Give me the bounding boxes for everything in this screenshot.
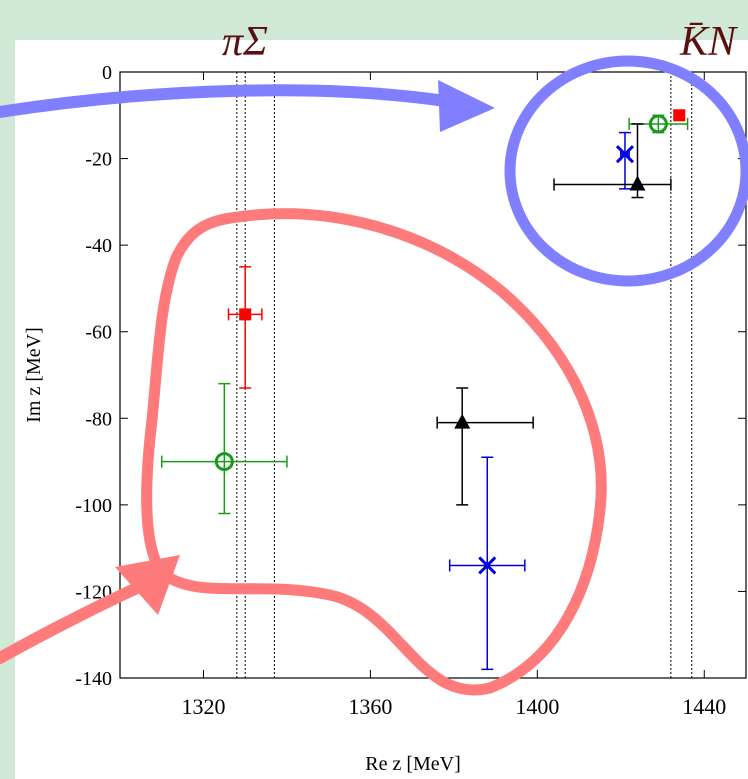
y-axis-label: Im z [MeV] [23,327,45,423]
data-point-1-1 [160,382,288,515]
y-tick-label-1: -20 [85,149,112,171]
data-point-0-1 [227,266,263,389]
x-tick-label-0: 1320 [181,694,225,719]
y-tick-label-4: -80 [85,408,112,430]
circle-marker [214,452,234,472]
triangle-marker [454,413,471,429]
data-point-2-0 [615,131,635,190]
triangle-marker [629,175,646,191]
red-arrow-head [115,555,180,615]
y-tick-label-2: -40 [85,235,112,257]
x-marker-b [478,556,497,575]
x-tick-label-1: 1360 [348,694,392,719]
x-axis-label: Re z [MeV] [365,753,461,775]
y-tick-label-7: -140 [75,668,112,690]
circle-marker [648,114,668,134]
threshold-label-kbarn: K̄N [679,19,738,65]
data-point-3-0 [553,123,672,199]
red-loop [141,208,607,696]
y-tick-label-0: 0 [102,62,112,84]
data-point-3-1 [436,387,534,506]
square-marker [239,308,252,321]
data-point-2-1 [448,456,526,671]
data-point-0-0 [673,109,686,122]
blue-arrow-shaft [0,84,476,118]
chart-panel [15,40,748,779]
square-marker [673,109,686,122]
x-marker-b [615,145,635,164]
blue-arrow-head [438,80,495,132]
x-tick-label-2: 1400 [515,694,559,719]
threshold-label-pisigma: πΣ [222,19,268,65]
x-tick-label-3: 1440 [682,694,726,719]
y-tick-label-3: -60 [85,322,112,344]
y-tick-label-5: -100 [75,495,112,517]
blue-loop [504,55,748,287]
